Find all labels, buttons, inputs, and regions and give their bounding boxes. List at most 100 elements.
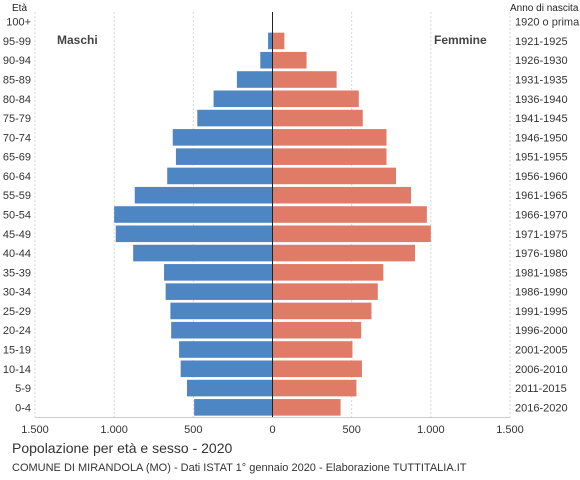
- birth-year-label: 1936-1940: [515, 94, 568, 106]
- age-label: 5-9: [15, 383, 31, 395]
- male-bar-65-69: [175, 148, 273, 165]
- age-label: 40-44: [3, 248, 31, 260]
- female-bar-95-99: [272, 32, 285, 50]
- x-tick-label: 500: [184, 424, 202, 436]
- birth-year-label: 1956-1960: [515, 171, 568, 183]
- male-bar-40-44: [133, 244, 273, 262]
- male-bar-10-14: [180, 360, 273, 378]
- birth-year-label: 2011-2015: [515, 383, 567, 395]
- birth-year-label: 1941-1945: [515, 113, 568, 125]
- age-label: 80-84: [3, 94, 31, 106]
- birth-year-label: 1931-1935: [515, 75, 568, 87]
- male-bar-55-59: [134, 186, 273, 204]
- male-bar-35-39: [164, 264, 273, 281]
- female-bar-45-49: [272, 225, 431, 243]
- male-bar-75-79: [197, 109, 273, 127]
- birth-year-label: 1921-1925: [515, 36, 568, 48]
- female-bar-55-59: [272, 186, 412, 204]
- birth-year-label: 2001-2005: [515, 345, 568, 357]
- birth-year-label: 1946-1950: [515, 132, 568, 144]
- x-tick-label: 0: [269, 424, 275, 436]
- male-bars: [114, 13, 273, 416]
- x-tick-label: 1.000: [100, 424, 128, 436]
- age-label: 90-94: [3, 55, 31, 67]
- age-axis-label: Età: [12, 3, 27, 14]
- female-bar-75-79: [272, 109, 363, 127]
- male-bar-85-89: [236, 71, 273, 88]
- x-tick-label: 500: [342, 424, 360, 436]
- female-bar-10-14: [272, 360, 362, 378]
- birth-year-label: 1986-1990: [515, 287, 568, 299]
- birth-year-label: 1991-1995: [515, 306, 568, 318]
- birth-year-label: 2016-2020: [515, 402, 568, 414]
- chart-title: Popolazione per età e sesso - 2020: [12, 440, 233, 456]
- male-bar-5-9: [187, 379, 273, 397]
- female-bar-25-29: [272, 302, 372, 320]
- female-bar-35-39: [272, 264, 384, 281]
- male-series-label: Maschi: [57, 33, 98, 47]
- age-label: 25-29: [3, 306, 31, 318]
- female-series-label: Femmine: [434, 33, 487, 47]
- birth-year-label: 1951-1955: [515, 152, 568, 164]
- female-bar-20-24: [272, 321, 362, 339]
- birth-year-label: 2006-2010: [515, 364, 568, 376]
- male-bar-60-64: [167, 167, 273, 185]
- male-bar-15-19: [179, 341, 273, 358]
- male-bar-50-54: [114, 206, 273, 223]
- female-bar-0-4: [272, 399, 341, 416]
- birth-year-labels: 1920 o prima 1921-1925 1926-1930 1931-1935 1…: [515, 17, 580, 415]
- age-label: 15-19: [3, 345, 31, 357]
- chart-subtitle: COMUNE DI MIRANDOLA (MO) - Dati ISTAT 1°…: [12, 462, 467, 474]
- age-label: 45-49: [3, 229, 31, 241]
- female-bar-40-44: [272, 244, 415, 262]
- female-bar-65-69: [272, 148, 387, 165]
- age-label: 30-34: [3, 287, 31, 299]
- age-label: 10-14: [3, 364, 31, 376]
- x-tick-label: 1.500: [21, 424, 49, 436]
- age-label: 20-24: [3, 325, 31, 337]
- birth-year-label: 1961-1965: [515, 190, 568, 202]
- male-bar-70-74: [172, 129, 273, 146]
- female-bars: [272, 13, 431, 416]
- x-tick-label: 1.000: [417, 424, 445, 436]
- birth-year-label: 1920 o prima: [515, 17, 580, 29]
- female-bar-60-64: [272, 167, 396, 185]
- male-bar-30-34: [165, 283, 273, 300]
- age-label: 35-39: [3, 267, 31, 279]
- age-label: 95-99: [3, 36, 31, 48]
- age-label: 50-54: [3, 210, 31, 222]
- male-bar-45-49: [115, 225, 273, 243]
- female-bar-30-34: [272, 283, 378, 300]
- female-bar-70-74: [272, 129, 387, 146]
- male-bar-20-24: [171, 321, 273, 339]
- male-bar-95-99: [268, 32, 273, 50]
- female-bar-80-84: [272, 90, 359, 108]
- birth-year-label: 1976-1980: [515, 248, 568, 260]
- male-bar-0-4: [194, 399, 273, 416]
- age-label: 0-4: [15, 402, 31, 414]
- birth-year-label: 1971-1975: [515, 229, 568, 241]
- male-bar-25-29: [170, 302, 273, 320]
- birth-year-axis-label: Anno di nascita: [510, 3, 579, 14]
- x-tick-labels: 1.500 1.000 500 0 500 1.000 1.500: [21, 424, 524, 436]
- age-label: 60-64: [3, 171, 31, 183]
- female-bar-50-54: [272, 206, 427, 223]
- birth-year-label: 1981-1985: [515, 267, 568, 279]
- age-labels: 100+ 95-99 90-94 85-89 80-84 75-79 70-74 65-69 6…: [3, 17, 31, 415]
- male-bar-90-94: [260, 51, 273, 69]
- age-label: 85-89: [3, 75, 31, 87]
- birth-year-label: 1926-1930: [515, 55, 568, 67]
- age-label: 75-79: [3, 113, 31, 125]
- age-label: 70-74: [3, 132, 31, 144]
- birth-year-label: 1966-1970: [515, 210, 568, 222]
- age-label: 100+: [6, 17, 31, 29]
- female-bar-85-89: [272, 71, 337, 88]
- female-bar-15-19: [272, 341, 353, 358]
- male-bar-80-84: [213, 90, 273, 108]
- age-label: 55-59: [3, 190, 31, 202]
- female-bar-90-94: [272, 51, 307, 69]
- female-bar-5-9: [272, 379, 357, 397]
- age-label: 65-69: [3, 152, 31, 164]
- x-tick-label: 1.500: [496, 424, 524, 436]
